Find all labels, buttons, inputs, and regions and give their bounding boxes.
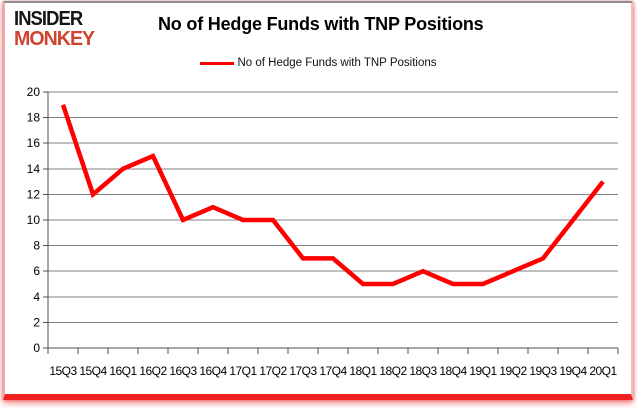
y-axis-label: 0 <box>33 341 40 355</box>
x-axis-label: 19Q3 <box>529 364 557 378</box>
y-axis-label: 4 <box>33 290 40 304</box>
y-axis-label: 16 <box>27 136 41 150</box>
x-axis-label: 19Q2 <box>499 364 527 378</box>
x-axis-label: 16Q3 <box>169 364 197 378</box>
x-axis-label: 18Q2 <box>379 364 407 378</box>
y-axis-label: 10 <box>27 213 41 227</box>
logo-line2: MONKEY <box>14 28 95 50</box>
insider-monkey-logo: INSIDER MONKEY <box>14 9 124 49</box>
y-axis-label: 14 <box>27 162 41 176</box>
chart-title: No of Hedge Funds with TNP Positions <box>158 14 484 34</box>
x-axis-label: 19Q1 <box>469 364 497 378</box>
legend-label: No of Hedge Funds with TNP Positions <box>237 57 437 69</box>
x-axis-label: 18Q4 <box>439 364 467 378</box>
y-axis-label: 12 <box>27 187 41 201</box>
x-axis-label: 18Q3 <box>409 364 437 378</box>
x-axis-label: 17Q1 <box>229 364 257 378</box>
y-axis-label: 2 <box>33 315 40 329</box>
x-axis-label: 17Q4 <box>319 364 347 378</box>
y-axis-label: 18 <box>27 111 41 125</box>
y-axis-label: 6 <box>33 264 40 278</box>
legend: No of Hedge Funds with TNP Positions <box>0 57 637 69</box>
x-axis-label: 16Q1 <box>109 364 137 378</box>
x-axis-label: 15Q4 <box>79 364 107 378</box>
x-axis-label: 19Q4 <box>559 364 587 378</box>
x-axis-label: 17Q3 <box>289 364 317 378</box>
x-axis-label: 17Q2 <box>259 364 287 378</box>
x-axis-label: 16Q2 <box>139 364 167 378</box>
legend-line-swatch <box>200 61 235 65</box>
logo-line1: INSIDER <box>14 8 83 30</box>
x-axis-label: 16Q4 <box>199 364 227 378</box>
x-axis-label: 18Q1 <box>349 364 377 378</box>
x-axis-label: 15Q3 <box>49 364 77 378</box>
x-axis-label: 20Q1 <box>589 364 617 378</box>
y-axis-label: 8 <box>33 239 40 253</box>
series-line-tnp-positions <box>60 104 605 287</box>
y-axis-label: 20 <box>27 85 41 99</box>
